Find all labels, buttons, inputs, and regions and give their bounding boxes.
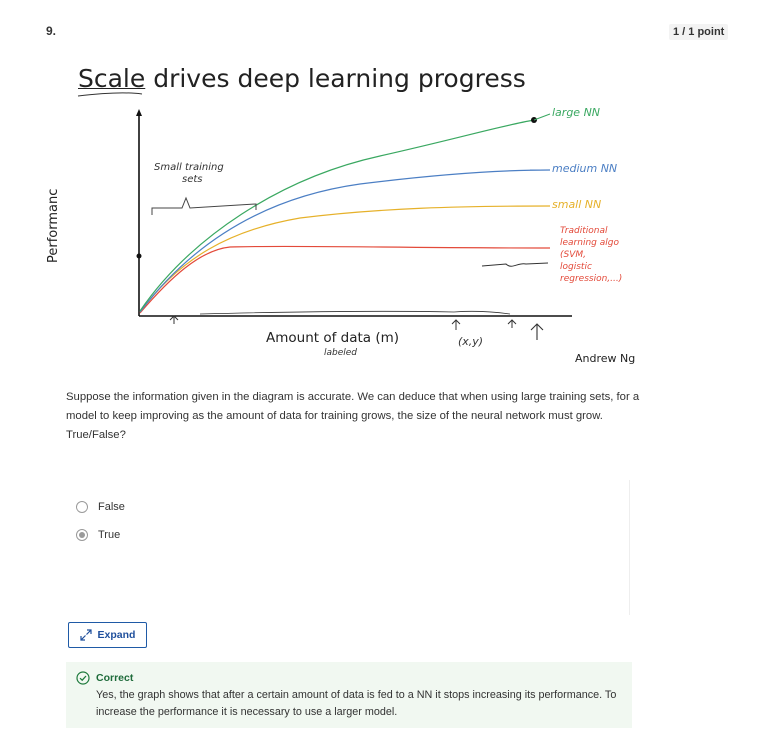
small-training-bracket — [151, 196, 257, 215]
expand-label: Expand — [97, 629, 136, 641]
check-circle-icon — [76, 671, 90, 685]
traditional-squiggle — [481, 262, 549, 267]
small-training-label-1: Small training — [154, 162, 224, 173]
traditional-label-5: regression,...) — [560, 274, 623, 284]
answer-options: False True — [76, 493, 125, 549]
y-axis-label: Performanc — [46, 188, 61, 263]
arrow-right-small — [507, 319, 517, 328]
radio-true[interactable] — [76, 529, 88, 541]
xy-note: (x,y) — [458, 335, 484, 348]
expand-icon — [79, 629, 92, 641]
question-text: Suppose the information given in the dia… — [66, 391, 640, 441]
arrow-right-big — [530, 323, 544, 340]
figure-title: Scale drives deep learning progress — [78, 64, 526, 93]
x-axis-label: Amount of data (m) — [266, 330, 400, 346]
expand-button[interactable]: Expand — [68, 622, 147, 648]
large-nn-label: large NN — [552, 106, 601, 119]
arrow-left — [169, 315, 179, 324]
y-axis-dot — [136, 253, 142, 259]
data-range-scribble — [199, 310, 511, 315]
traditional-label-1: Traditional — [560, 226, 608, 236]
option-false[interactable]: False — [76, 493, 125, 521]
feedback-title: Correct — [96, 672, 134, 684]
title-underline — [77, 92, 143, 97]
performance-graph — [77, 92, 572, 340]
divider — [629, 480, 630, 615]
traditional-label-2: learning algo — [560, 238, 619, 248]
labeled-note: labeled — [324, 348, 358, 358]
large-nn-connector — [533, 113, 551, 121]
question-number: 9. — [46, 24, 57, 38]
option-false-label: False — [98, 501, 125, 513]
scale-figure: Scale drives deep learning progress Perf… — [46, 58, 650, 378]
feedback-panel: Correct Yes, the graph shows that after … — [66, 662, 632, 728]
small-nn-label: small NN — [552, 198, 602, 211]
curve-small-nn — [139, 205, 551, 313]
feedback-text: Yes, the graph shows that after a certai… — [96, 689, 617, 718]
credit-label: Andrew Ng — [575, 352, 636, 365]
option-true-label: True — [98, 529, 121, 541]
traditional-label-3: (SVM, — [560, 250, 587, 260]
curve-traditional — [139, 245, 551, 314]
points-badge: 1 / 1 point — [669, 24, 729, 40]
radio-true-dot — [79, 532, 85, 538]
traditional-label-4: logistic — [560, 262, 592, 272]
figure-title-underlined: Scale — [78, 64, 146, 93]
small-training-label-2: sets — [182, 174, 203, 185]
curve-large-nn — [139, 119, 535, 312]
figure-title-rest: drives deep learning progress — [145, 64, 526, 93]
curve-medium-nn — [139, 169, 551, 313]
arrow-mid — [451, 319, 461, 330]
medium-nn-label: medium NN — [552, 162, 618, 175]
y-axis-arrow — [136, 109, 142, 116]
option-true[interactable]: True — [76, 521, 125, 549]
radio-false[interactable] — [76, 501, 88, 513]
